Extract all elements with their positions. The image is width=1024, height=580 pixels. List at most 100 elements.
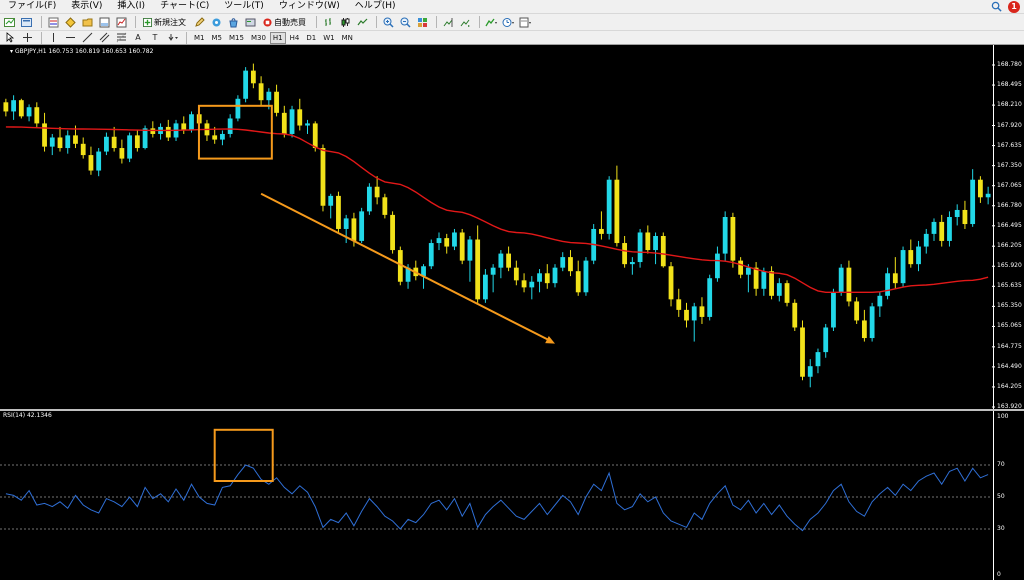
price-tick-label: 165.635 — [997, 282, 1022, 290]
arrows-menu-icon[interactable] — [165, 31, 179, 45]
candle-bull — [405, 267, 411, 282]
data-window-icon[interactable] — [63, 15, 77, 29]
search-icon[interactable] — [991, 1, 1002, 12]
candle-bull — [243, 70, 249, 99]
candle-bull — [552, 267, 558, 284]
chart-canvas[interactable] — [0, 45, 1024, 580]
candle-bull — [235, 98, 241, 119]
candle-bear — [753, 267, 759, 289]
candle-bear — [336, 195, 341, 229]
pane-divider[interactable] — [0, 409, 1024, 411]
chart-window[interactable]: ▾ GBPJPY,H1 160.753 160.819 160.653 160.7… — [0, 45, 1024, 580]
candle-bull — [985, 193, 991, 198]
candle-bear — [212, 135, 218, 140]
candle-bear — [513, 267, 519, 281]
templates-icon[interactable] — [518, 15, 532, 29]
profiles-icon[interactable] — [20, 15, 34, 29]
meta-editor-icon[interactable] — [192, 15, 206, 29]
new-chart-icon[interactable] — [3, 15, 17, 29]
chart-symbol-info: ▾ GBPJPY,H1 160.753 160.819 160.653 160.7… — [10, 48, 153, 55]
candle-bull — [831, 292, 836, 328]
alert-badge[interactable]: 1 — [1008, 1, 1020, 13]
candle-bull — [436, 238, 442, 244]
candle-bull — [529, 281, 535, 288]
market-icon[interactable] — [226, 15, 240, 29]
indicators-icon[interactable] — [484, 15, 498, 29]
menu-file[interactable]: ファイル(F) — [8, 1, 57, 11]
menu-view[interactable]: 表示(V) — [71, 1, 103, 11]
crosshair-icon[interactable] — [20, 31, 34, 45]
candle-bear — [111, 136, 117, 149]
chart-symbol-line: GBPJPY,H1 160.753 160.819 160.653 160.78… — [15, 48, 154, 55]
strategy-tester-icon[interactable] — [114, 15, 128, 29]
candle-bear — [599, 228, 604, 234]
candle-bull — [807, 366, 813, 377]
periods-icon[interactable] — [501, 15, 515, 29]
bar-chart-icon[interactable] — [321, 15, 335, 29]
candle-bear — [861, 320, 867, 339]
toolbar-separator — [135, 16, 136, 28]
price-scale-border — [993, 45, 994, 580]
terminal-icon[interactable] — [97, 15, 111, 29]
signals-icon[interactable] — [209, 15, 223, 29]
candle-bear — [684, 309, 689, 321]
chart-shift-icon[interactable] — [441, 15, 455, 29]
candle-bull — [537, 273, 542, 282]
menu-help[interactable]: ヘルプ(H) — [354, 1, 396, 11]
candle-bull — [877, 295, 883, 307]
cursor-icon[interactable] — [3, 31, 17, 45]
vertical-line-icon[interactable] — [46, 31, 60, 45]
candle-bull — [776, 283, 782, 296]
menu-window[interactable]: ウィンドウ(W) — [278, 1, 340, 11]
auto-trading-button[interactable]: 自動売買 — [260, 15, 309, 29]
horizontal-line-icon[interactable] — [63, 31, 77, 45]
menu-insert[interactable]: 挿入(I) — [117, 1, 146, 11]
candle-bull — [127, 135, 133, 159]
candlestick-chart-icon[interactable] — [338, 15, 352, 29]
candle-bull — [498, 253, 504, 268]
price-tick-label: 166.780 — [997, 201, 1022, 209]
candle-bull — [583, 260, 589, 293]
fibonacci-icon[interactable] — [114, 31, 128, 45]
timeframe-h4-button[interactable]: H4 — [289, 33, 300, 42]
tile-windows-icon[interactable] — [415, 15, 429, 29]
timeframe-m1-button[interactable]: M1 — [194, 33, 205, 42]
candle-bull — [359, 211, 365, 241]
zoom-out-icon[interactable] — [398, 15, 412, 29]
text-label-tool-button[interactable]: T — [152, 33, 158, 42]
equidistant-channel-icon[interactable] — [97, 31, 111, 45]
menu-chart[interactable]: チャート(C) — [160, 1, 210, 11]
price-tick-label: 166.495 — [997, 221, 1022, 229]
candle-bear — [784, 283, 790, 303]
new-order-icon — [143, 17, 152, 27]
autoscroll-icon[interactable] — [458, 15, 472, 29]
standard-toolbar: 新規注文 自動売買 — [0, 13, 1024, 30]
candle-bear — [575, 271, 581, 293]
menu-tools[interactable]: ツール(T) — [224, 1, 264, 11]
timeframe-m5-button[interactable]: M5 — [211, 33, 223, 42]
timeframe-mn-button[interactable]: MN — [341, 33, 353, 42]
candle-bear — [939, 221, 945, 241]
candle-bear — [181, 123, 187, 131]
timeframe-d1-button[interactable]: D1 — [306, 33, 317, 42]
text-tool-button[interactable]: A — [135, 33, 141, 42]
new-order-button[interactable]: 新規注文 — [140, 15, 189, 29]
timeframe-h1-button[interactable]: H1 — [269, 31, 286, 44]
candle-bear — [351, 218, 357, 241]
timeframe-m15-button[interactable]: M15 — [229, 33, 244, 42]
navigator-icon[interactable] — [80, 15, 94, 29]
candle-bear — [800, 327, 805, 377]
price-tick-label: 165.350 — [997, 302, 1022, 310]
price-tick-label: 163.920 — [997, 403, 1022, 410]
timeframe-m30-button[interactable]: M30 — [250, 33, 266, 42]
zoom-in-icon[interactable] — [381, 15, 395, 29]
vps-icon[interactable] — [243, 15, 257, 29]
market-watch-icon[interactable] — [46, 15, 60, 29]
candle-bull — [421, 266, 426, 277]
candle-bear — [250, 70, 256, 84]
rsi-tick-label: 0 — [997, 571, 1001, 578]
timeframe-w1-button[interactable]: W1 — [323, 33, 335, 42]
line-chart-icon[interactable] — [355, 15, 369, 29]
trendline-icon[interactable] — [80, 31, 94, 45]
price-tick-label: 164.775 — [997, 342, 1022, 350]
